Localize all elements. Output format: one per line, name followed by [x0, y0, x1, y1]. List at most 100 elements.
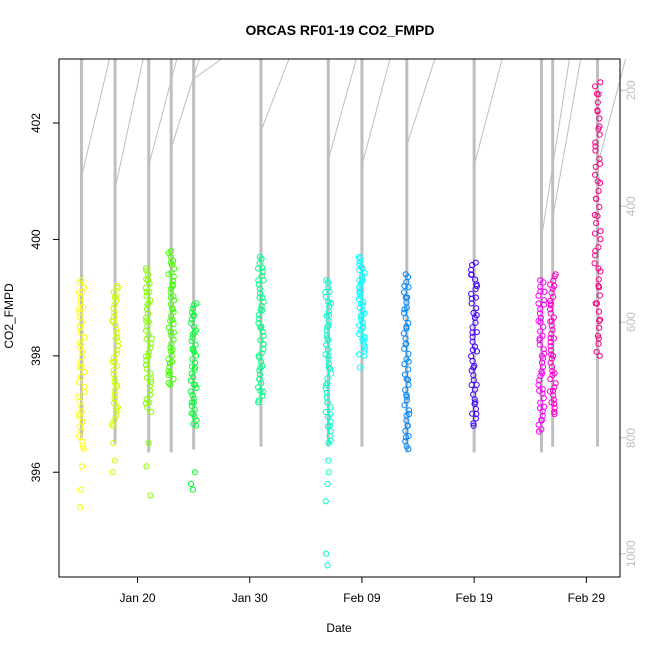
pressure-transit-1 [80, 58, 110, 178]
co2-point [537, 314, 544, 322]
co2-point [596, 123, 603, 130]
co2-point [357, 293, 364, 300]
co2-point [359, 301, 367, 308]
co2-point [111, 395, 118, 403]
co2-point [255, 320, 262, 327]
co2-point [547, 318, 554, 325]
co2-point [257, 306, 264, 313]
co2-point [548, 351, 555, 358]
co2-point [323, 550, 330, 557]
co2-point [360, 298, 367, 306]
pressure-transit-7 [327, 58, 357, 160]
co2-point [113, 293, 120, 300]
co2-point [597, 179, 604, 186]
co2-point [537, 328, 544, 335]
co2-point [259, 307, 266, 314]
co2-point [165, 249, 172, 257]
co2-point [401, 402, 408, 409]
co2-point [547, 298, 554, 305]
co2-point [539, 386, 546, 393]
co2-point [260, 298, 267, 305]
co2-point [110, 371, 117, 378]
co2-point [169, 316, 176, 324]
co2-point [190, 395, 197, 402]
co2-point [147, 378, 155, 385]
co2-point [597, 228, 604, 235]
co2-point [536, 377, 543, 384]
co2-point [541, 297, 548, 304]
co2-point [259, 268, 266, 275]
co2-point [143, 293, 150, 300]
co2-point [142, 361, 150, 368]
co2-point [595, 91, 602, 98]
co2-point [144, 404, 151, 411]
co2-point [147, 344, 154, 351]
x-tick-label: Jan 20 [120, 591, 156, 605]
co2-point [536, 341, 543, 348]
co2-point [79, 418, 86, 425]
co2-point [470, 422, 477, 429]
co2-point [327, 404, 334, 411]
co2-point [595, 187, 602, 194]
co2-point [165, 271, 172, 278]
co2-point [165, 372, 172, 379]
co2-point [257, 290, 264, 297]
co2-point [591, 260, 598, 267]
co2-point [402, 427, 409, 435]
co2-point [143, 267, 150, 274]
co2-point [144, 301, 151, 308]
co2-point [81, 383, 88, 390]
co2-point [145, 440, 152, 447]
co2-point [167, 348, 174, 355]
co2-point [596, 324, 603, 331]
co2-point [80, 284, 88, 291]
co2-point [166, 364, 173, 371]
co2-point [114, 284, 121, 292]
pressure-transit-5 [193, 58, 222, 80]
pressure-tick-label: 400 [624, 196, 638, 216]
co2-point [145, 318, 152, 326]
co2-point [111, 457, 118, 464]
co2-point [592, 143, 599, 150]
co2-point [548, 322, 555, 329]
co2-point [327, 428, 334, 435]
co2-point [535, 300, 542, 307]
co2-point [190, 312, 197, 320]
co2-point [550, 277, 557, 284]
co2-point [356, 290, 363, 297]
co2-point [191, 348, 198, 356]
co2-point [168, 285, 175, 292]
co2-point [170, 297, 178, 304]
co2-point [358, 316, 365, 323]
co2-point [325, 352, 332, 359]
co2-point [168, 352, 175, 359]
co2-point [187, 480, 195, 487]
co2-point [360, 348, 368, 355]
co2-point [147, 297, 154, 304]
co2-point [324, 423, 332, 430]
co2-point [593, 195, 600, 202]
co2-point [551, 273, 558, 280]
co2-point [597, 268, 604, 275]
co2-point [469, 324, 476, 331]
co2-point [550, 314, 557, 321]
co2-point [255, 384, 262, 391]
co2-point [142, 284, 149, 291]
co2-point [595, 276, 602, 283]
co2-point [79, 349, 86, 356]
co2-point [550, 335, 558, 342]
co2-point [169, 277, 176, 284]
co2-point [76, 279, 84, 286]
co2-point [189, 309, 196, 316]
co2-point [322, 289, 329, 296]
co2-point [548, 347, 555, 354]
co2-point [468, 290, 475, 297]
x-tick-label: Feb 09 [343, 591, 381, 605]
co2-point [260, 341, 267, 348]
co2-point [146, 387, 153, 394]
pressure-transit-12 [552, 58, 582, 218]
co2-point [401, 361, 408, 368]
co2-point [357, 281, 364, 288]
y-tick-label: 396 [29, 462, 43, 482]
co2-point [322, 351, 329, 358]
